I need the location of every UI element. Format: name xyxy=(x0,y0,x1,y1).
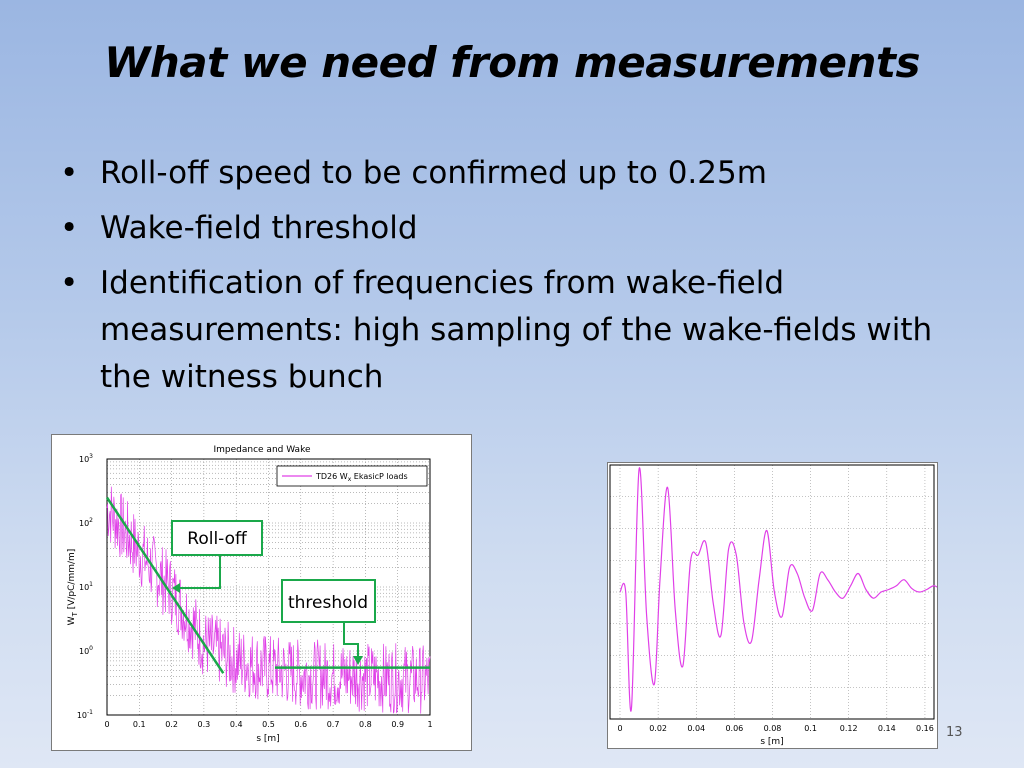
wake-oscillation-chart: 0 0.02 0.04 0.06 0.08 0.1 0.12 0.14 0.16 s [m] xyxy=(609,464,945,747)
x-tick-label: 0.06 xyxy=(725,724,743,733)
x-tick-label: 0.14 xyxy=(878,724,896,733)
x-tick-label: 0.7 xyxy=(327,720,340,729)
x-axis-label: s [m] xyxy=(760,737,783,747)
y-tick-label: 101 xyxy=(79,581,93,592)
x-tick-label: 1 xyxy=(427,720,432,729)
x-tick-label: 0.16 xyxy=(916,724,934,733)
chart-legend: TD26 Wx EkasicP loads xyxy=(276,465,428,487)
x-tick-label: 0.3 xyxy=(198,720,211,729)
bullet-dot-icon: • xyxy=(60,265,79,301)
wake-log-chart-panel: Impedance and Wake 0 0.1 0.2 0.3 0.4 0.5 0.6 0.… xyxy=(51,434,472,751)
y-tick-label: 103 xyxy=(79,453,93,464)
bullet-text: Wake-field threshold xyxy=(100,210,418,246)
bullet-dot-icon: • xyxy=(60,210,79,246)
x-tick-label: 0.02 xyxy=(649,724,667,733)
bullet-item: • Roll-off speed to be confirmed up to 0… xyxy=(58,150,978,197)
threshold-label: threshold xyxy=(288,593,368,613)
annotations: Roll-off threshold xyxy=(105,496,430,674)
bullet-text: Identification of frequencies from wake-… xyxy=(100,265,933,395)
x-tick-label: 0.1 xyxy=(133,720,146,729)
x-tick-labels: 0 0.1 0.2 0.3 0.4 0.5 0.6 0.7 0.8 0.9 1 xyxy=(104,720,432,729)
series-line xyxy=(106,486,431,714)
bullet-list: • Roll-off speed to be confirmed up to 0… xyxy=(58,150,978,409)
slide-title: What we need from measurements xyxy=(104,38,920,87)
plot-frame xyxy=(106,458,431,716)
threshold-callout xyxy=(281,579,376,623)
x-tick-label: 0.9 xyxy=(391,720,404,729)
rolloff-line xyxy=(105,496,225,674)
bullet-text: Roll-off speed to be confirmed up to 0.2… xyxy=(100,155,767,191)
rolloff-label: Roll-off xyxy=(187,529,248,549)
x-tick-label: 0.2 xyxy=(165,720,178,729)
chart-grid xyxy=(610,465,934,719)
series-line xyxy=(619,467,945,712)
plot-frame xyxy=(609,464,935,720)
x-tick-label: 0.12 xyxy=(840,724,858,733)
y-axis-label: WT [V/pC/mm/m] xyxy=(67,549,79,626)
bullet-item: • Identification of frequencies from wak… xyxy=(58,260,978,401)
wake-oscillation-chart-panel: 0 0.02 0.04 0.06 0.08 0.1 0.12 0.14 0.16 s [m] xyxy=(607,462,945,749)
y-tick-label: 102 xyxy=(79,517,93,528)
x-tick-label: 0.08 xyxy=(764,724,782,733)
x-tick-label: 0 xyxy=(104,720,109,729)
x-tick-label: 0.5 xyxy=(262,720,275,729)
rolloff-arrowhead-icon xyxy=(172,583,180,593)
y-tick-label: 10-1 xyxy=(77,709,93,720)
x-tick-labels: 0 0.02 0.04 0.06 0.08 0.1 0.12 0.14 0.16 xyxy=(617,724,933,733)
page-number: 13 xyxy=(946,725,963,740)
y-tick-label: 100 xyxy=(79,645,93,656)
x-tick-label: 0.4 xyxy=(230,720,243,729)
rolloff-pointer xyxy=(175,555,221,589)
x-tick-label: 0.1 xyxy=(804,724,817,733)
threshold-arrowhead-icon xyxy=(353,656,363,665)
series-path xyxy=(106,486,431,714)
x-tick-label: 0 xyxy=(617,724,622,733)
bullet-item: • Wake-field threshold xyxy=(58,205,978,252)
x-tick-label: 0.6 xyxy=(294,720,307,729)
x-axis-label: s [m] xyxy=(256,734,279,744)
legend-entry: TD26 Wx EkasicP loads xyxy=(315,472,408,483)
x-tick-label: 0.8 xyxy=(359,720,372,729)
y-tick-labels: 10-1 100 101 102 103 xyxy=(77,453,93,720)
threshold-pointer xyxy=(343,622,359,661)
rolloff-callout xyxy=(171,520,263,556)
x-tick-label: 0.04 xyxy=(687,724,705,733)
chart-title: Impedance and Wake xyxy=(213,445,310,455)
bullet-dot-icon: • xyxy=(60,155,79,191)
wake-log-chart: Impedance and Wake 0 0.1 0.2 0.3 0.4 0.5 0.6 0.… xyxy=(67,445,433,744)
